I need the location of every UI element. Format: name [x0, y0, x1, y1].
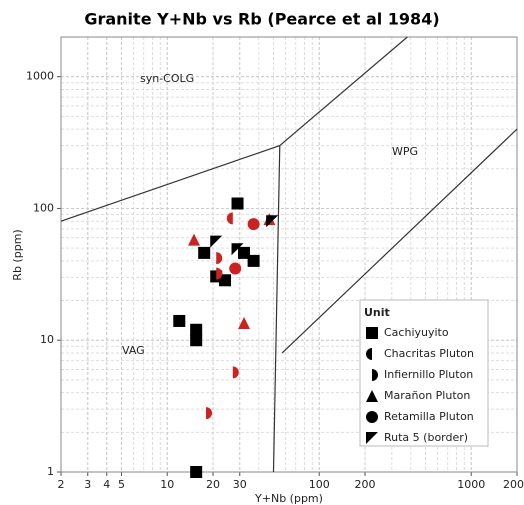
plot-frame [60, 36, 518, 473]
y-axis-label: Rb (ppm) [11, 229, 24, 280]
marker [231, 197, 244, 210]
boundary-line [272, 145, 281, 473]
marker [210, 235, 223, 248]
x-tick-label: 1000 [457, 478, 485, 491]
chart-title: Granite Y+Nb vs Rb (Pearce et al 1984) [84, 10, 439, 29]
legend-label: Cachiyuyito [384, 326, 449, 339]
boundary-line [281, 128, 518, 354]
marker [219, 274, 232, 287]
annotation: VAG [122, 344, 145, 357]
marker [216, 267, 223, 280]
x-tick-label: 2000 [503, 478, 524, 491]
annotation: syn-COLG [140, 72, 194, 85]
marker [198, 246, 211, 259]
marker [238, 246, 251, 259]
marker [190, 334, 203, 347]
y-tick-label: 100 [33, 201, 54, 214]
x-axis-label: Y+Nb (ppm) [254, 492, 323, 505]
x-tick-label: 3 [84, 478, 91, 491]
x-tick-label: 4 [103, 478, 110, 491]
legend-label: Chacritas Pluton [384, 347, 474, 360]
marker [366, 411, 378, 423]
x-tick-label: 200 [355, 478, 376, 491]
marker [231, 243, 244, 256]
x-tick-label: 2 [58, 478, 65, 491]
marker [366, 327, 378, 339]
legend-label: Retamilla Pluton [384, 410, 474, 423]
marker [229, 262, 242, 275]
marker [173, 314, 186, 327]
boundary-line [60, 36, 408, 222]
marker [366, 432, 378, 444]
y-tick-label: 10 [40, 333, 54, 346]
marker [206, 407, 213, 420]
y-tick-label: 1 [47, 465, 54, 478]
x-tick-label: 30 [233, 478, 247, 491]
marker [216, 252, 223, 265]
legend-box [359, 299, 489, 447]
marker [238, 317, 251, 330]
marker [247, 218, 260, 231]
x-tick-label: 20 [206, 478, 220, 491]
x-tick-label: 100 [309, 478, 330, 491]
legend-label: Marañon Pluton [384, 389, 470, 402]
marker [366, 390, 378, 402]
legend-label: Ruta 5 (border) [384, 431, 468, 444]
x-tick-label: 10 [160, 478, 174, 491]
marker [247, 254, 260, 267]
marker [372, 369, 378, 381]
marker [232, 366, 239, 379]
legend-title: Unit [364, 306, 390, 319]
legend-label: Infiernillo Pluton [384, 368, 473, 381]
marker [266, 215, 279, 228]
x-tick-label: 5 [118, 478, 125, 491]
y-tick-label: 1000 [26, 70, 54, 83]
marker [190, 323, 203, 336]
marker [226, 212, 233, 225]
annotation: WPG [392, 145, 418, 158]
marker [188, 233, 201, 246]
marker [190, 466, 203, 478]
marker [366, 348, 372, 360]
